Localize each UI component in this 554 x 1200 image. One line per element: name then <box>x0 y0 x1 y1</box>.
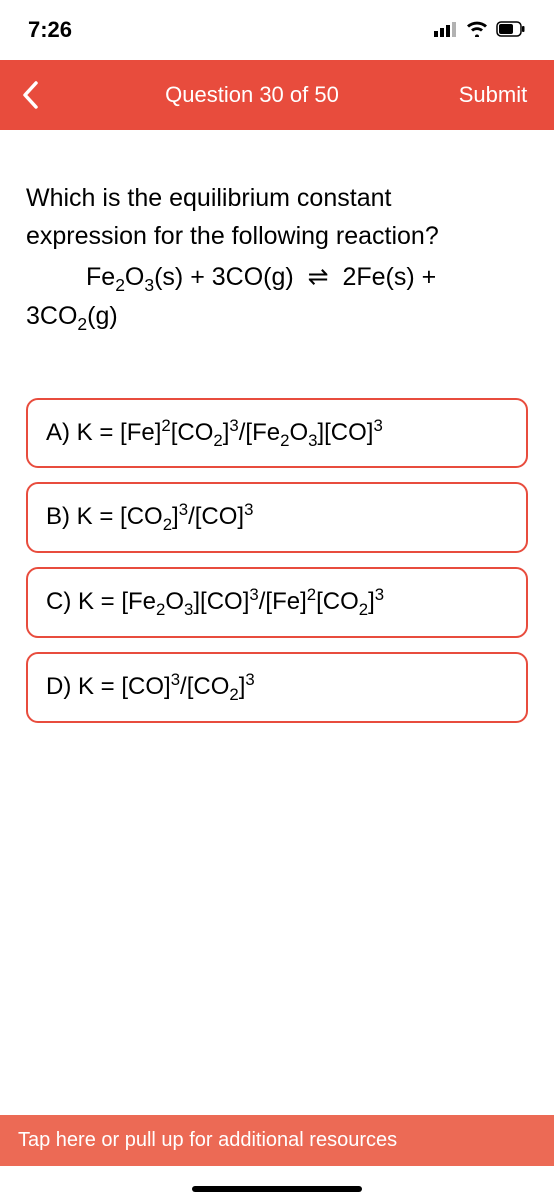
question-content: Which is the equilibrium constant expres… <box>0 130 554 743</box>
question-counter: Question 30 of 50 <box>60 82 444 108</box>
signal-icon <box>434 17 458 43</box>
status-right <box>434 17 526 43</box>
status-time: 7:26 <box>28 17 72 43</box>
question-equation: Fe2O3(s) + 3CO(g) ⇌ 2Fe(s) +3CO2(g) <box>26 259 528 338</box>
chevron-left-icon <box>21 80 39 110</box>
question-line1: Which is the equilibrium constant <box>26 180 528 218</box>
home-indicator[interactable] <box>192 1186 362 1192</box>
wifi-icon <box>466 17 488 43</box>
option-b[interactable]: B) K = [CO2]3/[CO]3 <box>26 482 528 553</box>
status-bar: 7:26 <box>0 0 554 60</box>
option-d[interactable]: D) K = [CO]3/[CO2]3 <box>26 652 528 723</box>
submit-button[interactable]: Submit <box>444 82 554 108</box>
back-button[interactable] <box>0 80 60 110</box>
nav-bar: Question 30 of 50 Submit <box>0 60 554 130</box>
question-text: Which is the equilibrium constant expres… <box>26 180 528 338</box>
answer-options: A) K = [Fe]2[CO2]3/[Fe2O3][CO]3 B) K = [… <box>26 398 528 723</box>
resources-bar[interactable]: Tap here or pull up for additional resou… <box>0 1115 554 1166</box>
battery-icon <box>496 17 526 43</box>
option-c[interactable]: C) K = [Fe2O3][CO]3/[Fe]2[CO2]3 <box>26 567 528 638</box>
resources-label: Tap here or pull up for additional resou… <box>18 1129 397 1151</box>
option-a[interactable]: A) K = [Fe]2[CO2]3/[Fe2O3][CO]3 <box>26 398 528 469</box>
question-line2: expression for the following reaction? <box>26 218 528 256</box>
